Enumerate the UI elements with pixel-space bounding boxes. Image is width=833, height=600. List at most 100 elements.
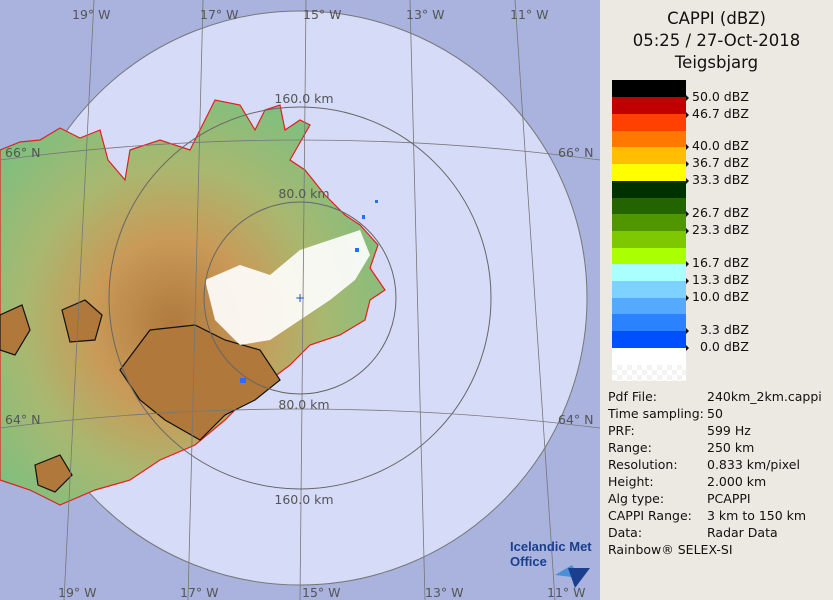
legend-label-text: 46.7 dBZ bbox=[692, 106, 749, 121]
info-key: CAPPI Range: bbox=[608, 508, 692, 523]
legend-label-text: 10.0 dBZ bbox=[692, 289, 749, 304]
lat-label: 66° N bbox=[5, 145, 40, 160]
lat-label: 66° N bbox=[558, 145, 593, 160]
legend-label: 13.3 dBZ bbox=[686, 273, 749, 287]
legend-label-text: 26.7 dBZ bbox=[692, 205, 749, 220]
range-rings bbox=[108, 106, 492, 490]
tick-marker-icon bbox=[686, 94, 689, 101]
tick-marker-icon bbox=[686, 111, 689, 118]
info-key: Pdf File: bbox=[608, 389, 657, 404]
tick-marker-icon bbox=[686, 260, 689, 267]
tick-marker-icon bbox=[686, 160, 689, 167]
legend-label: 50.0 dBZ bbox=[686, 90, 749, 104]
iceland-landmass bbox=[0, 99, 386, 506]
info-key: Resolution: bbox=[608, 457, 678, 472]
info-row: Resolution: 0.833 km/pixel bbox=[608, 456, 833, 473]
info-value: 240km_2km.cappi bbox=[707, 389, 822, 404]
info-value: 50 bbox=[707, 406, 723, 421]
radar-site-icon: + bbox=[295, 291, 305, 305]
info-value: Radar Data bbox=[707, 525, 778, 540]
legend-label: 40.0 dBZ bbox=[686, 139, 749, 153]
lon-label: 11° W bbox=[510, 7, 549, 22]
legend-label-text: 16.7 dBZ bbox=[692, 255, 749, 270]
legend-swatch bbox=[612, 248, 686, 264]
legend-swatch bbox=[612, 164, 686, 181]
svg-text:Icelandic Met: Icelandic Met bbox=[510, 539, 592, 554]
legend-label: 0.0 dBZ bbox=[686, 340, 749, 354]
info-key: Data: bbox=[608, 525, 643, 540]
legend-swatch bbox=[612, 147, 686, 164]
graticule bbox=[0, 0, 600, 600]
legend-swatch bbox=[612, 181, 686, 198]
lon-label: 13° W bbox=[406, 7, 445, 22]
info-key: Height: bbox=[608, 474, 654, 489]
info-row: CAPPI Range: 3 km to 150 km bbox=[608, 507, 833, 524]
lon-label: 19° W bbox=[58, 585, 97, 600]
legend-swatch bbox=[612, 131, 686, 147]
svg-text:Office: Office bbox=[510, 554, 547, 569]
legend-label: 16.7 dBZ bbox=[686, 256, 749, 270]
info-row: Height: 2.000 km bbox=[608, 473, 833, 490]
legend-swatch-nodata bbox=[612, 365, 686, 381]
legend-label: 10.0 dBZ bbox=[686, 290, 749, 304]
radar-echoes bbox=[205, 230, 370, 345]
legend-label-text: 3.3 dBZ bbox=[700, 322, 749, 337]
range-label: 80.0 km bbox=[278, 397, 329, 412]
legend-swatch bbox=[612, 114, 686, 131]
legend-swatch bbox=[612, 331, 686, 348]
lon-label: 19° W bbox=[72, 7, 111, 22]
tick-marker-icon bbox=[686, 143, 689, 150]
legend-label: 23.3 dBZ bbox=[686, 223, 749, 237]
tick-marker-icon bbox=[686, 294, 689, 301]
legend-swatch bbox=[612, 80, 686, 97]
tick-marker-icon bbox=[686, 227, 689, 234]
radar-map[interactable]: + 19° W 17° W 15° W 13° W 11° W 19° W 17… bbox=[0, 0, 600, 600]
info-value: 250 km bbox=[707, 440, 755, 455]
legend-label-text: 50.0 dBZ bbox=[692, 89, 749, 104]
legend-label: 33.3 dBZ bbox=[686, 173, 749, 187]
tick-marker-icon bbox=[686, 327, 689, 334]
legend-swatch bbox=[612, 314, 686, 331]
info-value: 3 km to 150 km bbox=[707, 508, 807, 523]
product-title: CAPPI (dBZ) bbox=[667, 9, 766, 28]
info-row: Pdf File: 240km_2km.cappi bbox=[608, 388, 833, 405]
info-row: PRF: 599 Hz bbox=[608, 422, 833, 439]
legend-label: 46.7 dBZ bbox=[686, 107, 749, 121]
info-value: 2.000 km bbox=[707, 474, 767, 489]
lon-label: 17° W bbox=[200, 7, 239, 22]
legend-label-text: 13.3 dBZ bbox=[692, 272, 749, 287]
range-label: 160.0 km bbox=[274, 91, 333, 106]
info-key: Time sampling: bbox=[608, 406, 704, 421]
info-row: Range: 250 km bbox=[608, 439, 833, 456]
legend-swatch bbox=[612, 97, 686, 114]
info-key: Alg type: bbox=[608, 491, 665, 506]
radar-echoes-blue bbox=[240, 200, 378, 383]
legend-panel: CAPPI (dBZ) 05:25 / 27-Oct-2018 Teigsbja… bbox=[600, 0, 833, 600]
legend-swatch bbox=[612, 348, 686, 365]
legend-swatch bbox=[612, 214, 686, 231]
legend-label-text: 0.0 dBZ bbox=[700, 339, 749, 354]
timestamp: 05:25 / 27-Oct-2018 bbox=[632, 31, 801, 50]
range-label: 80.0 km bbox=[278, 186, 329, 201]
lon-label: 15° W bbox=[303, 7, 342, 22]
info-value: PCAPPI bbox=[707, 491, 751, 506]
glaciers bbox=[0, 299, 281, 493]
legend-label-text: 23.3 dBZ bbox=[692, 222, 749, 237]
legend-label: 36.7 dBZ bbox=[686, 156, 749, 170]
tick-marker-icon bbox=[686, 277, 689, 284]
lon-label: 15° W bbox=[302, 585, 341, 600]
lat-label: 64° N bbox=[5, 412, 40, 427]
info-row: Data: Radar Data bbox=[608, 524, 833, 541]
imo-logo: Icelandic Met Office bbox=[510, 539, 592, 588]
tick-marker-icon bbox=[686, 210, 689, 217]
station-name: Teigsbjarg bbox=[674, 53, 759, 72]
lat-label: 64° N bbox=[558, 412, 593, 427]
lon-label: 13° W bbox=[425, 585, 464, 600]
legend-label: 26.7 dBZ bbox=[686, 206, 749, 220]
legend-swatch bbox=[612, 264, 686, 281]
credit: Rainbow® SELEX-SI bbox=[608, 542, 733, 557]
tick-marker-icon bbox=[686, 344, 689, 351]
legend-swatch bbox=[612, 198, 686, 214]
info-row: Alg type: PCAPPI bbox=[608, 490, 833, 507]
legend-label: 3.3 dBZ bbox=[686, 323, 749, 337]
